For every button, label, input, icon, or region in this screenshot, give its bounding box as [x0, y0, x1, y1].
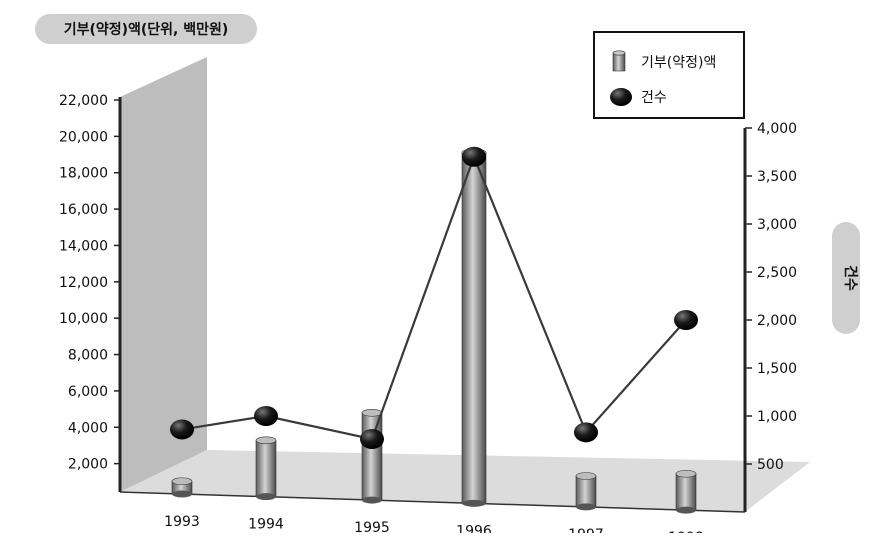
left-tick-label: 2,000: [68, 457, 108, 473]
count-point-1994: [254, 406, 278, 426]
left-tick-label: 6,000: [68, 384, 108, 400]
bar-1996: [461, 148, 487, 507]
bar-body: [675, 473, 697, 511]
bar-cap: [575, 472, 597, 480]
bar-base: [462, 499, 486, 507]
bar-body: [461, 152, 487, 504]
x-tick-label: 1996: [456, 523, 492, 533]
bar-body: [361, 412, 383, 501]
right-axis-ticks: 500 1,000 1,500 2,000 2,500 3,000 3,500 4,000: [745, 121, 797, 473]
left-tick-label: 22,000: [59, 93, 108, 109]
left-tick-label: 18,000: [59, 166, 108, 182]
x-tick-label: 1997: [568, 527, 604, 533]
x-tick-label: 1995: [354, 520, 390, 533]
bar-base: [676, 506, 696, 514]
left-tick-label: 8,000: [68, 348, 108, 364]
left-tick-label: 4,000: [68, 420, 108, 436]
count-line: [181, 153, 687, 441]
right-tick-label: 3,000: [757, 217, 797, 233]
left-tick-label: 12,000: [59, 275, 108, 291]
right-tick-label: 1,000: [757, 409, 797, 425]
x-tick-label: 1994: [248, 517, 284, 533]
count-point-1996: [462, 146, 486, 167]
left-axis-ticks: 2,000 4,000 6,000 8,000 10,000 12,000 14,000 16…: [59, 93, 120, 473]
legend-label-count: 건수: [641, 90, 667, 106]
legend-dot-icon: [610, 88, 632, 106]
bar-cap: [171, 477, 193, 486]
right-tick-label: 2,500: [757, 265, 797, 281]
bar-base: [256, 493, 276, 501]
right-tick-label: 2,000: [757, 313, 797, 329]
left-tick-label: 20,000: [59, 129, 108, 145]
count-point-1993: [170, 419, 194, 440]
bar-body: [575, 475, 597, 508]
bar-base: [576, 503, 596, 511]
right-tick-label: 4,000: [757, 121, 797, 137]
count-point-1998: [674, 310, 698, 330]
bar-body: [255, 440, 277, 497]
left-tick-label: 16,000: [59, 202, 108, 218]
left-tick-label: 14,000: [59, 238, 108, 254]
x-tick-label: 1993: [164, 514, 200, 530]
bar-base: [362, 496, 382, 504]
left-tick-label: 10,000: [59, 311, 108, 327]
count-point-1997: [574, 422, 598, 443]
right-tick-label: 3,500: [757, 169, 797, 185]
line-series: [170, 146, 698, 450]
bar-cap: [255, 436, 277, 445]
legend: 기부(약정)액 건수: [593, 31, 745, 119]
right-tick-label: 1,500: [757, 361, 797, 377]
right-axis-title: 건수: [832, 222, 860, 334]
bar-1997: [575, 472, 597, 511]
right-axis-title-text: 건수: [842, 265, 859, 291]
legend-label-donation: 기부(약정)액: [641, 55, 716, 71]
bar-cap: [675, 469, 697, 478]
bar-1993: [171, 477, 193, 498]
count-point-1995: [360, 429, 384, 450]
right-tick-label: 500: [757, 457, 784, 473]
bar-1994: [255, 436, 277, 501]
left-wall: [120, 57, 207, 492]
left-axis-title: 기부(약정)액(단위, 백만원): [35, 14, 257, 44]
bar-cap: [361, 408, 383, 417]
bar-base: [172, 490, 192, 498]
x-axis-labels: 199319941995199619971998: [164, 514, 704, 537]
left-axis-title-text: 기부(약정)액(단위, 백만원): [64, 21, 229, 38]
bar-1998: [675, 469, 697, 514]
x-axis-line: [119, 491, 746, 513]
bar-1995: [361, 408, 383, 504]
legend-bar-icon: [612, 50, 626, 72]
